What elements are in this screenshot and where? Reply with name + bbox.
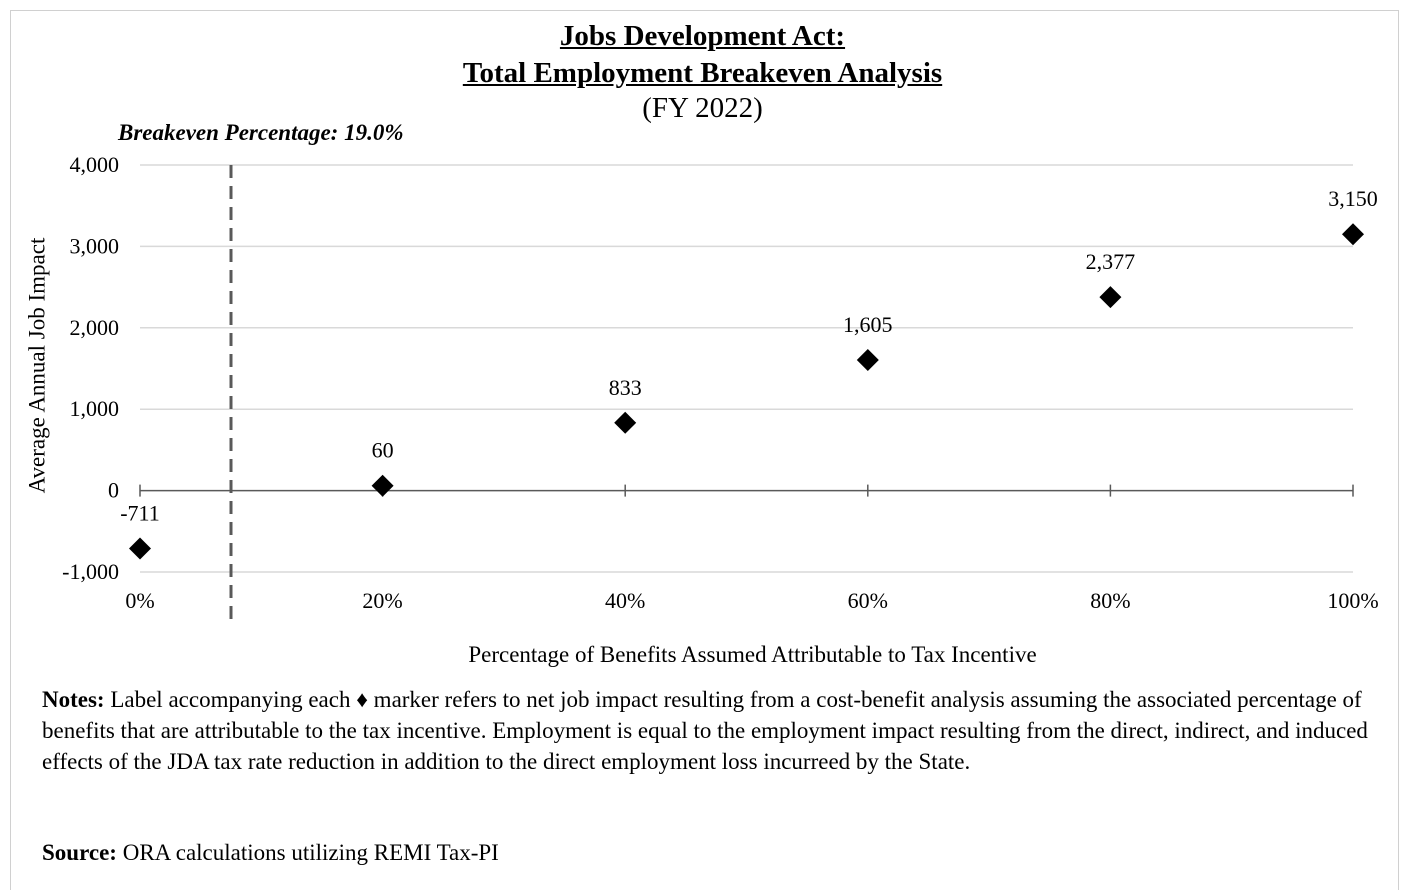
notes-paragraph: Notes: Label accompanying each ♦ marker …	[42, 684, 1372, 777]
chart-title-line1: Jobs Development Act:	[559, 20, 846, 52]
y-tick-label: 0	[108, 478, 119, 503]
breakeven-label: Breakeven Percentage: 19.0%	[118, 120, 404, 145]
notes-text: Label accompanying each ♦ marker refers …	[42, 687, 1368, 774]
source-label: Source:	[42, 840, 117, 865]
data-label: 60	[372, 438, 394, 463]
data-label: 2,377	[1086, 249, 1136, 274]
y-axis-label: Average Annual Job Impact	[24, 237, 50, 494]
chart-title-line2: Total Employment Breakeven Analysis	[462, 57, 943, 89]
y-tick-label: 3,000	[70, 233, 120, 258]
data-point	[856, 348, 879, 371]
data-point	[1342, 223, 1364, 246]
data-label: 1,605	[843, 312, 893, 337]
source-line: Source: ORA calculations utilizing REMI …	[42, 837, 499, 868]
x-axis-label: Percentage of Benefits Assumed Attributa…	[468, 642, 1037, 667]
data-point	[371, 474, 394, 497]
y-tick-label: -1,000	[62, 559, 119, 584]
source-text: ORA calculations utilizing REMI Tax-PI	[122, 840, 499, 865]
chart-subtitle: (FY 2022)	[642, 92, 763, 124]
x-tick-label: 40%	[605, 588, 645, 613]
data-point	[129, 537, 151, 560]
data-label: 833	[609, 375, 642, 400]
chart-frame	[10, 10, 1399, 890]
y-tick-label: 2,000	[70, 315, 120, 340]
y-tick-label: 4,000	[70, 152, 120, 177]
data-label: 3,150	[1328, 186, 1378, 211]
notes-label: Notes:	[42, 687, 105, 712]
x-tick-label: 20%	[362, 588, 402, 613]
data-label: -711	[120, 500, 160, 525]
x-tick-label: 100%	[1327, 588, 1378, 613]
x-tick-label: 60%	[848, 588, 888, 613]
y-tick-label: 1,000	[70, 396, 120, 421]
x-tick-label: 80%	[1090, 588, 1130, 613]
x-tick-label: 0%	[125, 588, 154, 613]
data-point	[1099, 286, 1122, 309]
data-point	[614, 411, 637, 434]
